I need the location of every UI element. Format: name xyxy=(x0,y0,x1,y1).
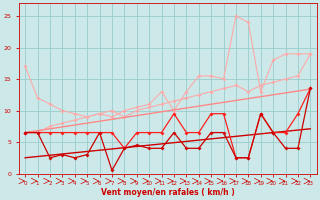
X-axis label: Vent moyen/en rafales ( km/h ): Vent moyen/en rafales ( km/h ) xyxy=(101,188,235,197)
